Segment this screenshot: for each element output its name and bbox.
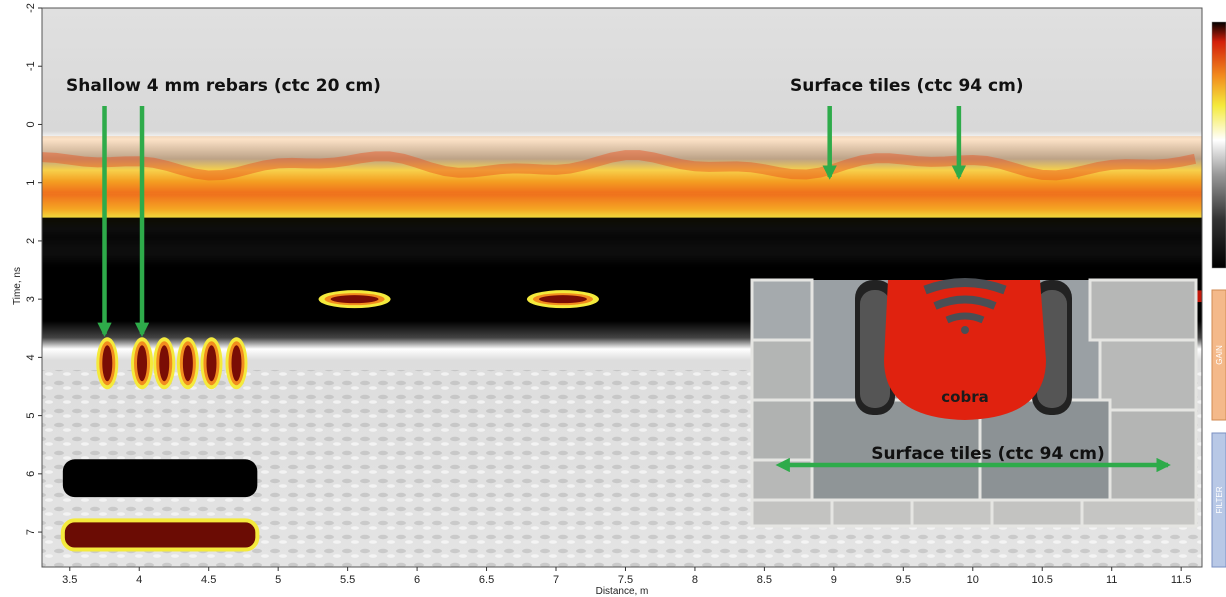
reflection-hyperbola: [182, 345, 193, 382]
gain-label: GAIN: [1215, 345, 1224, 365]
deep-dark-band: [62, 459, 258, 498]
x-tick-label: 7.5: [618, 574, 633, 586]
cobra-robot: cobra: [855, 278, 1072, 420]
x-tick-label: 10: [967, 574, 979, 586]
y-tick-label: 1: [25, 180, 37, 186]
reflection-hyperbola: [137, 345, 148, 382]
cobra-logo: cobra: [941, 388, 988, 406]
x-axis-label: Distance, m: [596, 586, 649, 597]
gain-panel[interactable]: [1211, 289, 1226, 421]
reflection-hyperbola: [102, 345, 113, 382]
x-tick-label: 5.5: [340, 574, 355, 586]
plot-frame: [41, 7, 1203, 568]
y-tick-label: 2: [25, 238, 37, 244]
surface-reflection-trace: [42, 150, 1197, 181]
y-tick-label: -2: [25, 3, 37, 13]
reflection-hyperbola: [231, 345, 242, 382]
reflection-hyperbola: [538, 295, 587, 304]
x-tick-label: 11.5: [1171, 574, 1192, 586]
x-tick-label: 9.5: [896, 574, 911, 586]
x-tick-label: 9: [831, 574, 837, 586]
y-tick-label: 6: [25, 471, 37, 477]
reflection-hyperbola: [330, 295, 379, 304]
filter-label: FILTER: [1215, 486, 1224, 513]
annotation-surface-tiles: Surface tiles (ctc 94 cm): [790, 76, 1024, 96]
band-surface-reflection: [42, 136, 1202, 195]
x-tick-label: 10.5: [1032, 574, 1053, 586]
x-tick-label: 8: [692, 574, 698, 586]
y-tick-label: -1: [25, 61, 37, 71]
x-tick-label: 6.5: [479, 574, 494, 586]
y-tick-label: 0: [25, 121, 37, 127]
filter-panel[interactable]: [1211, 432, 1226, 568]
x-tick-label: 6: [414, 574, 420, 586]
reflection-hyperbola: [159, 345, 170, 382]
x-tick-label: 11: [1106, 574, 1117, 586]
inset-photo: cobra Surface tiles (ctc 94 cm): [750, 278, 1198, 528]
x-tick-label: 7: [553, 574, 559, 586]
reflection-hyperbola: [206, 345, 217, 382]
color-scale-bar: [1211, 21, 1226, 269]
band-dark-band: [42, 217, 1202, 276]
y-tick-label: 7: [25, 529, 37, 535]
x-tick-label: 5: [275, 574, 281, 586]
x-tick-label: 8.5: [757, 574, 772, 586]
side-panels: GAIN FILTER: [1211, 21, 1226, 568]
deep-reflection: [60, 518, 260, 552]
x-tick-label: 4: [136, 574, 142, 586]
y-axis-label: Time, ns: [12, 267, 23, 305]
inset-caption: Surface tiles (ctc 94 cm): [871, 444, 1105, 464]
annotation-rebars: Shallow 4 mm rebars (ctc 20 cm): [66, 76, 381, 96]
y-tick-label: 5: [25, 413, 37, 419]
y-tick-label: 3: [25, 296, 37, 302]
y-tick-label: 4: [25, 354, 37, 360]
x-tick-label: 4.5: [201, 574, 216, 586]
x-tick-label: 3.5: [62, 574, 77, 586]
